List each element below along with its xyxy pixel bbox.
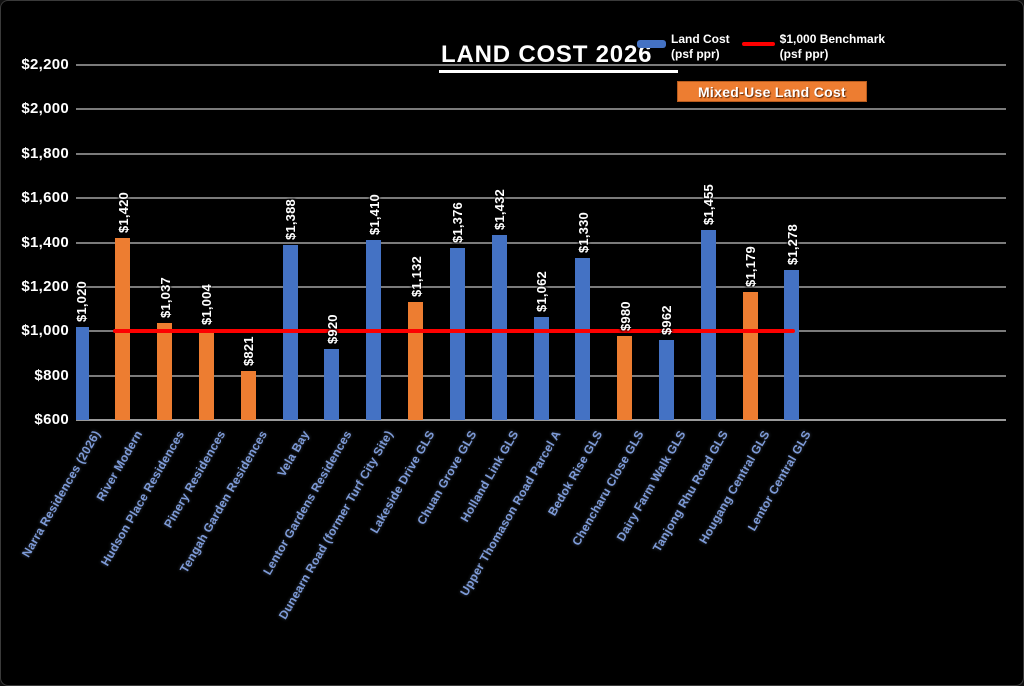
- gridline: [76, 241, 1006, 244]
- benchmark-line-swatch-icon: [741, 42, 775, 46]
- mixed-use-bar: [240, 370, 256, 420]
- plot-area: [76, 1, 1006, 685]
- mixed-use-bar: [408, 301, 424, 420]
- y-axis-tick-label: $1,600: [21, 189, 69, 207]
- y-axis-tick-label: $2,000: [21, 100, 69, 118]
- legend: Land Cost (psf ppr) $1,000 Benchmark (ps…: [637, 32, 897, 62]
- y-axis-tick-label: $800: [34, 366, 69, 384]
- legend-benchmark-label: $1,000 Benchmark: [779, 32, 886, 46]
- land-cost-bar: [784, 269, 800, 420]
- land-cost-bar: [658, 339, 674, 420]
- y-axis-tick-label: $1,400: [21, 233, 69, 251]
- mixed-use-bar: [198, 330, 214, 420]
- land-cost-bar: [575, 258, 591, 420]
- land-cost-bar: [533, 317, 549, 420]
- benchmark-line: [113, 329, 795, 334]
- legend-land-cost-sublabel: (psf ppr): [671, 47, 720, 61]
- chart-title: LAND COST 2026: [439, 41, 679, 73]
- y-axis-tick-label: $2,200: [21, 56, 69, 73]
- y-axis-tick-label: $600: [34, 411, 69, 428]
- land-cost-bar: [324, 349, 340, 420]
- gridline: [76, 197, 1006, 200]
- y-axis-tick-label: $1,000: [21, 322, 69, 340]
- mixed-use-bar: [157, 323, 173, 420]
- gridline: [76, 152, 1006, 155]
- mixed-use-bar: [115, 238, 131, 420]
- mixed-use-banner: Mixed-Use Land Cost: [677, 81, 867, 102]
- y-axis-tick-label: $1,800: [21, 144, 69, 162]
- legend-land-cost-entry: Land Cost (psf ppr): [671, 32, 730, 62]
- gridline: [76, 285, 1006, 288]
- x-axis-line: [76, 419, 1006, 421]
- mixed-use-bar: [617, 335, 633, 420]
- y-axis-tick-label: $1,200: [21, 277, 69, 295]
- gridline: [76, 64, 1006, 66]
- mixed-use-bar: [742, 291, 758, 420]
- legend-benchmark-sublabel: (psf ppr): [779, 47, 829, 61]
- gridline: [76, 108, 1006, 111]
- legend-land-cost-label: Land Cost: [671, 32, 730, 46]
- land-cost-swatch-icon: [637, 40, 666, 48]
- legend-benchmark-entry: $1,000 Benchmark (psf ppr): [780, 32, 885, 62]
- land-cost-bar: [449, 247, 465, 420]
- land-cost-bar: [700, 230, 716, 420]
- land-cost-bar: [76, 326, 89, 420]
- land-cost-bar: [491, 235, 507, 420]
